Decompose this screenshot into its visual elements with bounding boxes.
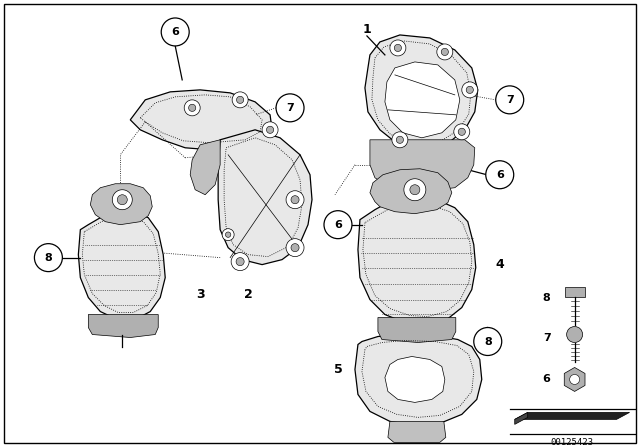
Circle shape — [236, 258, 244, 266]
Polygon shape — [365, 35, 478, 148]
Circle shape — [392, 132, 408, 148]
Polygon shape — [190, 140, 220, 195]
Polygon shape — [90, 184, 152, 225]
Text: 6: 6 — [172, 27, 179, 37]
Polygon shape — [388, 422, 446, 442]
Polygon shape — [370, 140, 475, 192]
Circle shape — [474, 327, 502, 355]
Polygon shape — [358, 197, 476, 324]
Text: 4: 4 — [495, 258, 504, 271]
Text: 6: 6 — [334, 220, 342, 230]
Circle shape — [458, 128, 465, 135]
Circle shape — [117, 195, 127, 205]
Polygon shape — [515, 413, 630, 419]
Circle shape — [262, 122, 278, 138]
Circle shape — [189, 104, 196, 112]
Circle shape — [231, 253, 249, 271]
Polygon shape — [515, 413, 528, 424]
Text: 7: 7 — [543, 332, 550, 343]
Circle shape — [222, 228, 234, 241]
Polygon shape — [385, 357, 445, 402]
Circle shape — [454, 124, 470, 140]
Text: 3: 3 — [196, 288, 205, 301]
Circle shape — [566, 327, 582, 343]
Circle shape — [276, 94, 304, 122]
Circle shape — [437, 44, 453, 60]
Polygon shape — [218, 130, 312, 265]
Text: 8: 8 — [45, 253, 52, 263]
Circle shape — [112, 190, 132, 210]
Circle shape — [291, 196, 299, 204]
Circle shape — [396, 136, 403, 143]
Circle shape — [462, 82, 478, 98]
Text: 6: 6 — [543, 375, 550, 384]
Circle shape — [496, 86, 524, 114]
Text: 8: 8 — [543, 293, 550, 302]
Circle shape — [570, 375, 580, 384]
Polygon shape — [564, 367, 585, 392]
Circle shape — [486, 161, 514, 189]
Circle shape — [237, 96, 244, 103]
Circle shape — [410, 185, 420, 195]
Polygon shape — [370, 169, 452, 214]
Circle shape — [324, 211, 352, 239]
Polygon shape — [355, 333, 482, 426]
Text: 1: 1 — [362, 23, 371, 36]
Text: 8: 8 — [484, 336, 492, 346]
Circle shape — [266, 126, 274, 134]
Circle shape — [286, 191, 304, 209]
Text: 7: 7 — [286, 103, 294, 113]
Circle shape — [225, 232, 231, 237]
Text: 2: 2 — [244, 288, 252, 301]
Circle shape — [232, 92, 248, 108]
Text: 6: 6 — [496, 170, 504, 180]
Circle shape — [291, 244, 299, 252]
Text: 5: 5 — [333, 363, 342, 376]
Polygon shape — [88, 314, 158, 337]
Polygon shape — [385, 62, 460, 138]
Circle shape — [394, 44, 401, 52]
Circle shape — [286, 239, 304, 257]
Polygon shape — [564, 287, 584, 297]
Text: 00125423: 00125423 — [550, 438, 593, 447]
Circle shape — [161, 18, 189, 46]
Circle shape — [184, 100, 200, 116]
Circle shape — [35, 244, 62, 271]
Circle shape — [404, 179, 426, 201]
Polygon shape — [78, 212, 165, 319]
Text: 7: 7 — [506, 95, 513, 105]
Polygon shape — [378, 318, 456, 343]
Circle shape — [441, 48, 449, 56]
Circle shape — [390, 40, 406, 56]
Circle shape — [466, 86, 474, 94]
Polygon shape — [131, 90, 272, 150]
